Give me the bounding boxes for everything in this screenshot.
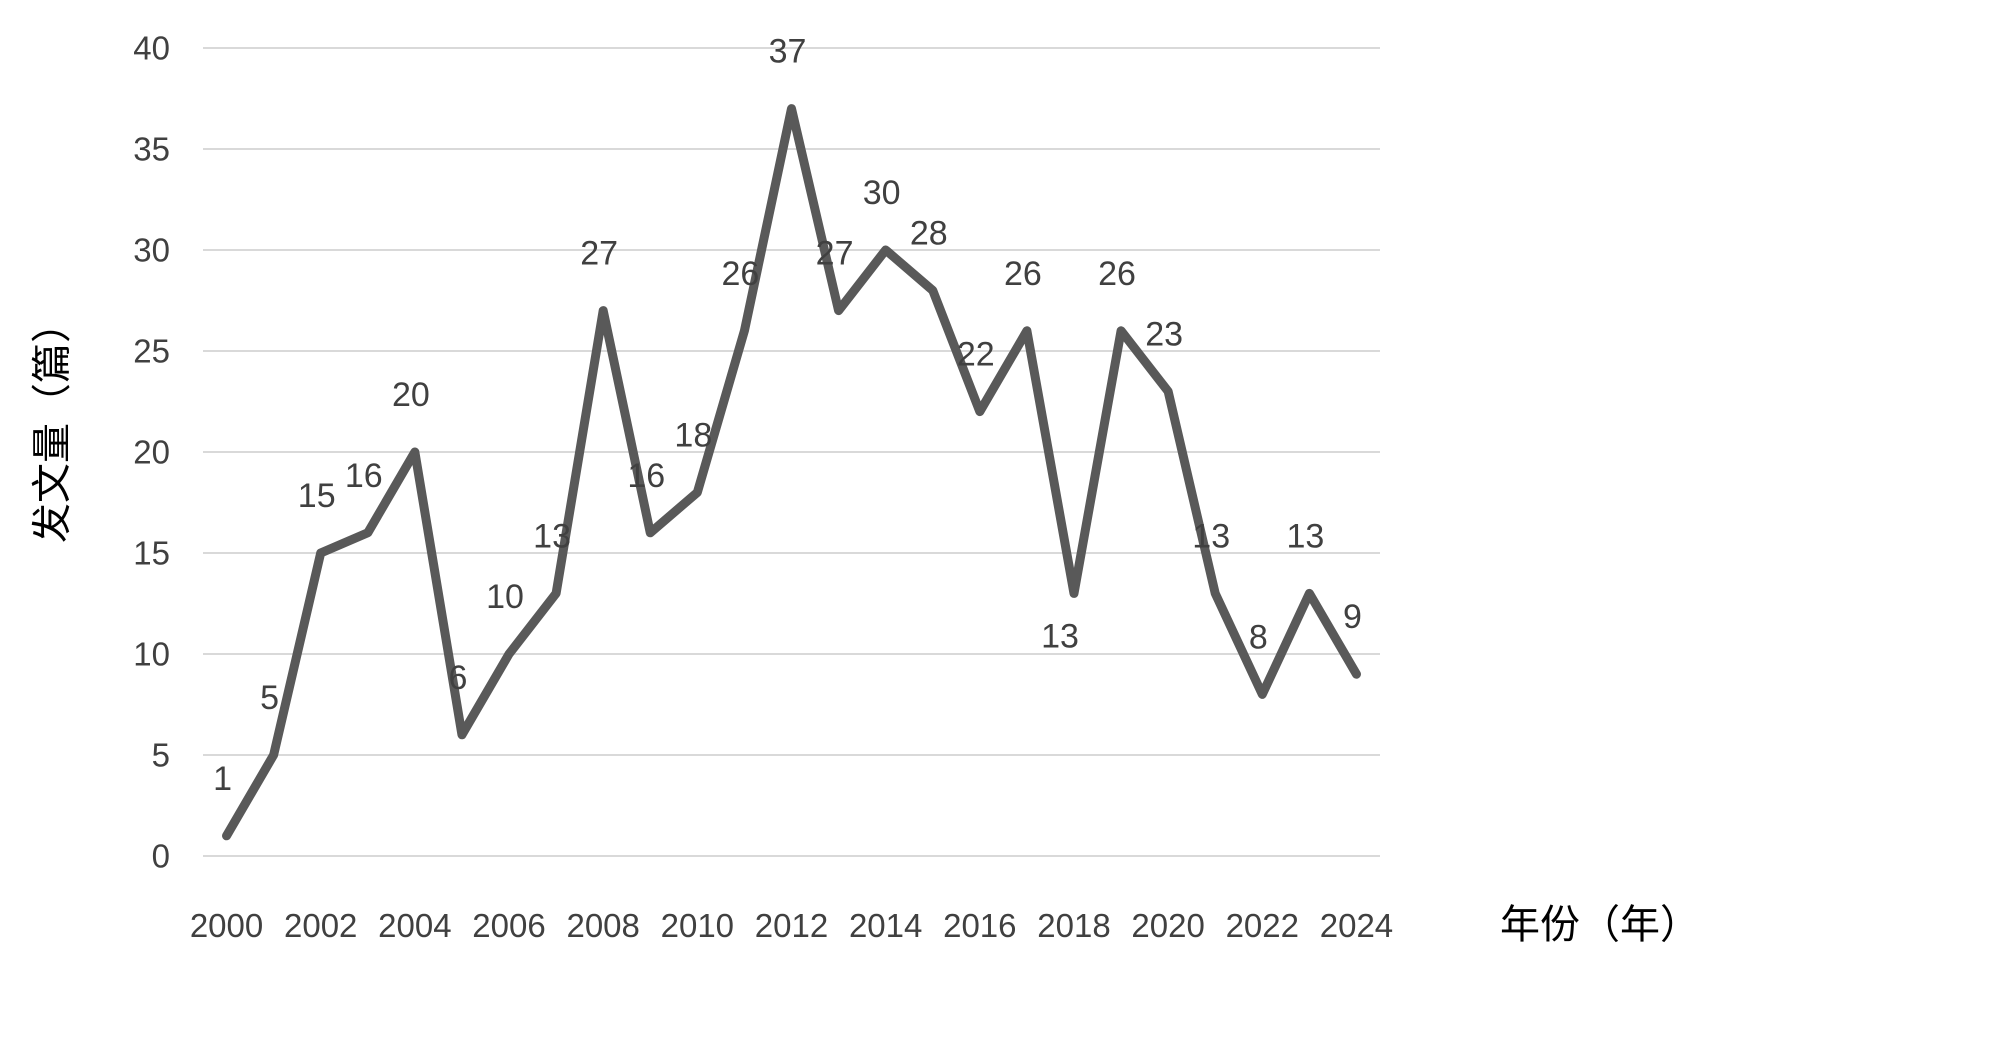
data-label: 26	[1004, 255, 1042, 293]
x-tick-label: 2010	[661, 907, 734, 944]
x-axis-title: 年份（年）	[1500, 902, 1700, 947]
data-label: 16	[627, 457, 665, 495]
y-tick-label: 25	[133, 333, 170, 370]
data-label: 23	[1145, 315, 1183, 353]
data-label: 26	[722, 255, 760, 293]
series-line	[222, 104, 1361, 841]
y-tick-label: 0	[152, 838, 170, 875]
y-tick-label: 35	[133, 131, 170, 168]
data-label: 13	[1192, 517, 1230, 555]
y-tick-label: 20	[133, 434, 170, 471]
y-axis-title: 发文量（篇）	[30, 303, 75, 543]
data-label: 22	[957, 336, 995, 374]
x-tick-label: 2024	[1320, 907, 1393, 944]
data-label: 13	[533, 517, 571, 555]
y-tick-label: 10	[133, 636, 170, 673]
x-tick-label: 2016	[943, 907, 1016, 944]
data-label: 13	[1286, 517, 1324, 555]
x-tick-label: 2008	[566, 907, 639, 944]
y-tick-label: 5	[152, 737, 170, 774]
data-label: 18	[674, 416, 712, 454]
x-tick-label: 2018	[1037, 907, 1110, 944]
data-label: 26	[1098, 255, 1136, 293]
data-label: 10	[486, 578, 524, 616]
data-label: 37	[769, 33, 807, 71]
y-tick-label: 15	[133, 535, 170, 572]
data-labels: 1515162061013271618263727302822261326231…	[213, 33, 1362, 798]
data-label: 6	[448, 659, 467, 697]
data-label: 1	[213, 760, 232, 798]
x-tick-label: 2004	[378, 907, 451, 944]
x-tick-label: 2000	[190, 907, 263, 944]
data-label: 27	[816, 235, 854, 273]
data-label: 27	[580, 235, 618, 273]
x-axis-tick-labels: 2000 2002 2004 2006 2008 2010 2012 2014 2016 2018…	[190, 907, 1393, 944]
data-label: 15	[298, 477, 336, 515]
x-tick-label: 2002	[284, 907, 357, 944]
data-label: 5	[260, 679, 279, 717]
x-tick-label: 2014	[849, 907, 922, 944]
data-label: 20	[392, 376, 430, 414]
y-tick-label: 30	[133, 232, 170, 269]
y-axis-tick-labels: 0 5 10 15 20 25 30 35 40	[133, 30, 170, 875]
x-tick-label: 2006	[472, 907, 545, 944]
y-tick-label: 40	[133, 30, 170, 67]
data-label: 16	[345, 457, 383, 495]
x-tick-label: 2020	[1131, 907, 1204, 944]
data-label: 8	[1249, 618, 1268, 656]
x-tick-label: 2012	[755, 907, 828, 944]
data-label: 28	[910, 214, 948, 252]
data-label: 13	[1041, 617, 1079, 655]
gridlines	[203, 47, 1380, 857]
data-label: 30	[863, 174, 901, 212]
data-label: 9	[1343, 598, 1362, 636]
x-tick-label: 2022	[1226, 907, 1299, 944]
